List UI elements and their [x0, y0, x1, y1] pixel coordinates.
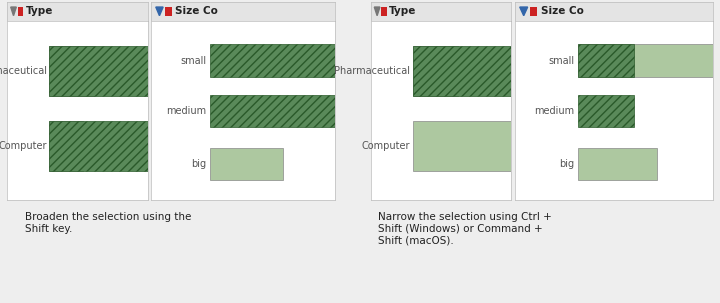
Bar — [382, 7, 387, 16]
Text: Pharmaceutical: Pharmaceutical — [0, 66, 47, 76]
Bar — [413, 46, 458, 96]
Bar — [50, 121, 176, 171]
Bar — [210, 95, 335, 127]
Text: small: small — [180, 55, 206, 65]
Polygon shape — [520, 7, 528, 16]
Bar — [578, 45, 720, 77]
Bar — [413, 121, 523, 171]
Text: small: small — [548, 55, 575, 65]
Text: medium: medium — [166, 105, 206, 116]
Text: Type: Type — [25, 6, 53, 16]
Polygon shape — [374, 7, 380, 16]
Bar — [165, 7, 172, 16]
Text: Broaden the selection using the
Shift key.: Broaden the selection using the Shift ke… — [25, 212, 192, 234]
Bar — [50, 121, 83, 171]
Bar — [578, 95, 634, 127]
Text: Size Co: Size Co — [175, 6, 218, 16]
Bar — [18, 7, 23, 16]
Text: Pharmaceutical: Pharmaceutical — [334, 66, 410, 76]
Text: Computer: Computer — [0, 141, 47, 152]
Text: big: big — [191, 159, 206, 169]
Bar — [50, 46, 94, 96]
Bar — [578, 45, 634, 77]
Bar — [50, 46, 155, 96]
Text: Size Co: Size Co — [541, 6, 583, 16]
Bar — [578, 148, 657, 180]
Text: Narrow the selection using Ctrl +
Shift (Windows) or Command +
Shift (macOS).: Narrow the selection using Ctrl + Shift … — [378, 212, 552, 245]
Text: big: big — [559, 159, 575, 169]
Text: medium: medium — [534, 105, 575, 116]
Bar — [210, 148, 284, 180]
Bar — [413, 46, 518, 96]
Text: Type: Type — [389, 6, 416, 16]
Polygon shape — [156, 7, 163, 16]
Bar — [530, 7, 537, 16]
Text: Computer: Computer — [361, 141, 410, 152]
Polygon shape — [11, 7, 17, 16]
Bar — [210, 45, 366, 77]
